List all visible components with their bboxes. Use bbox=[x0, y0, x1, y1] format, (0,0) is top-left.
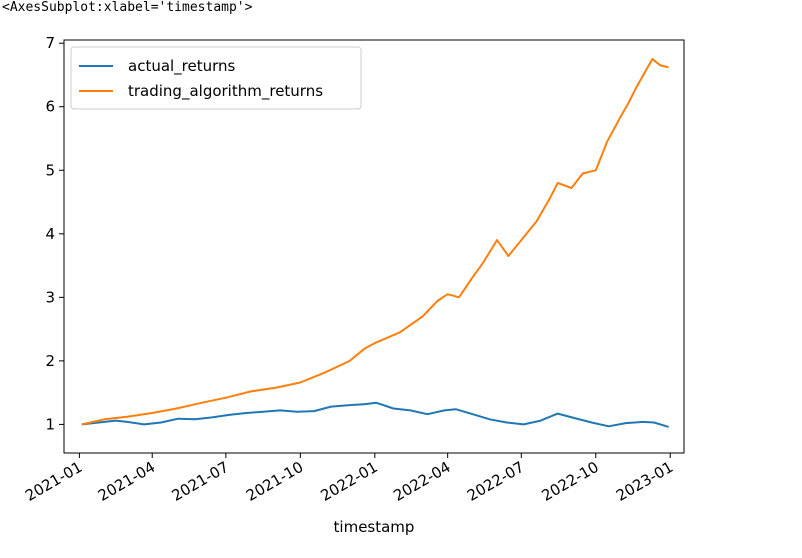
x-tick-label: 2021-07 bbox=[169, 458, 232, 505]
y-tick-label: 6 bbox=[45, 98, 55, 116]
x-tick-label: 2021-04 bbox=[95, 458, 158, 505]
y-tick-label: 7 bbox=[45, 34, 55, 52]
x-tick-label: 2022-01 bbox=[318, 458, 381, 505]
x-tick-label: 2022-10 bbox=[538, 458, 601, 505]
x-tick-label: 2021-10 bbox=[243, 458, 306, 505]
x-tick-label: 2022-04 bbox=[390, 458, 453, 505]
y-tick-label: 3 bbox=[45, 288, 55, 306]
plot-frame bbox=[63, 39, 685, 454]
y-tick-label: 4 bbox=[45, 225, 55, 243]
y-tick-label: 5 bbox=[45, 161, 55, 179]
legend-box bbox=[70, 46, 362, 110]
legend-label: trading_algorithm_returns bbox=[128, 82, 323, 101]
x-axis-label: timestamp bbox=[334, 518, 415, 536]
x-tick-label: 2022-07 bbox=[464, 458, 527, 505]
y-tick-label: 2 bbox=[45, 352, 55, 370]
output-repr: <AxesSubplot:xlabel='timestamp'> bbox=[2, 0, 253, 15]
series-line-actual-returns bbox=[81, 401, 669, 428]
legend: actual_returns trading_algorithm_returns bbox=[70, 46, 362, 110]
series-line-trading-algorithm-returns bbox=[81, 58, 669, 426]
y-tick-label: 1 bbox=[45, 415, 55, 433]
x-tick-label: 2023-01 bbox=[613, 458, 676, 505]
legend-label: actual_returns bbox=[128, 57, 236, 76]
x-tick-label: 2021-01 bbox=[22, 458, 85, 505]
